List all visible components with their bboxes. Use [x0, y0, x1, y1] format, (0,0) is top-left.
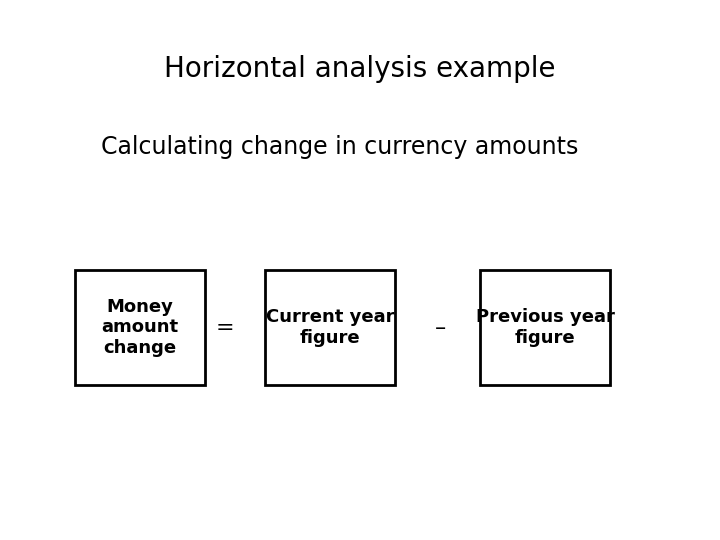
Text: –: – — [434, 318, 446, 338]
Bar — [265, 270, 395, 385]
Text: Previous year
figure: Previous year figure — [476, 308, 614, 347]
Text: =: = — [216, 318, 234, 338]
Bar — [75, 270, 205, 385]
Text: Horizontal analysis example: Horizontal analysis example — [164, 55, 556, 83]
Text: Current year
figure: Current year figure — [266, 308, 395, 347]
Text: Calculating change in currency amounts: Calculating change in currency amounts — [102, 135, 579, 159]
Text: Money
amount
change: Money amount change — [102, 298, 179, 357]
Bar — [480, 270, 610, 385]
